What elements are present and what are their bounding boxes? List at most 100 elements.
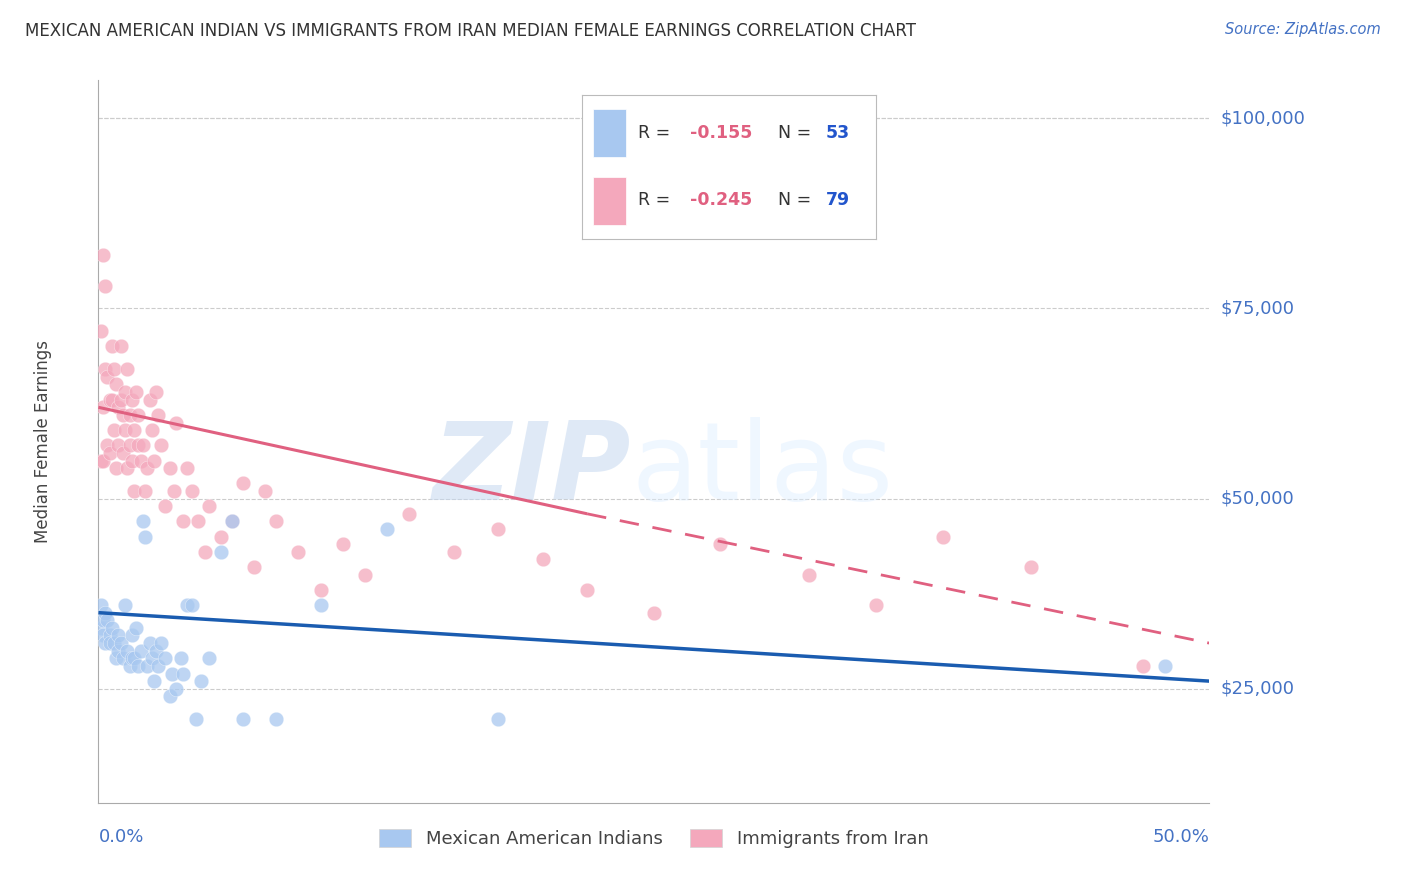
Point [198, 499, 221, 513]
Point [159, 461, 181, 475]
Point [148, 659, 170, 673]
Point [122, 423, 145, 437]
Point [91, 248, 114, 262]
Point [132, 515, 155, 529]
Point [149, 438, 172, 452]
Point [136, 461, 159, 475]
Point [143, 674, 166, 689]
Point [141, 423, 163, 437]
Point [143, 453, 166, 467]
Point [159, 690, 181, 704]
Point [122, 483, 145, 498]
Point [443, 545, 465, 559]
Text: 50.0%: 50.0% [1153, 828, 1209, 846]
Point [172, 515, 194, 529]
Point [121, 453, 143, 467]
Point [153, 651, 176, 665]
Point [172, 666, 194, 681]
Point [103, 423, 125, 437]
Text: atlas: atlas [631, 417, 894, 524]
Text: Source: ZipAtlas.com: Source: ZipAtlas.com [1225, 22, 1381, 37]
Point [209, 530, 232, 544]
Point [134, 530, 156, 544]
Point [107, 401, 129, 415]
Point [232, 712, 254, 726]
Point [169, 651, 191, 665]
Point [180, 598, 202, 612]
Point [375, 522, 398, 536]
Point [132, 438, 155, 452]
Point [111, 651, 134, 665]
Point [176, 598, 198, 612]
Point [160, 666, 183, 681]
Point [163, 483, 186, 498]
Text: ZIP: ZIP [433, 417, 631, 524]
Point [103, 636, 125, 650]
Point [799, 567, 821, 582]
Point [90, 453, 112, 467]
Point [90, 621, 112, 635]
Text: $25,000: $25,000 [1220, 680, 1295, 698]
Point [138, 392, 160, 407]
Text: MEXICAN AMERICAN INDIAN VS IMMIGRANTS FROM IRAN MEDIAN FEMALE EARNINGS CORRELATI: MEXICAN AMERICAN INDIAN VS IMMIGRANTS FR… [25, 22, 917, 40]
Point [90, 598, 112, 612]
Point [125, 385, 148, 400]
Point [165, 416, 187, 430]
Point [121, 392, 143, 407]
Point [176, 461, 198, 475]
Point [100, 621, 122, 635]
Point [117, 362, 139, 376]
Point [100, 339, 122, 353]
Point [125, 621, 148, 635]
Point [94, 636, 117, 650]
Point [96, 438, 118, 452]
Point [105, 461, 128, 475]
Point [194, 545, 217, 559]
Point [136, 659, 159, 673]
Point [114, 598, 136, 612]
Point [153, 499, 176, 513]
Point [931, 530, 953, 544]
Point [243, 560, 266, 574]
Point [253, 483, 276, 498]
Text: Median Female Earnings: Median Female Earnings [34, 340, 52, 543]
Point [486, 522, 509, 536]
Point [264, 515, 287, 529]
Point [198, 651, 221, 665]
Point [209, 545, 232, 559]
Point [232, 476, 254, 491]
Point [91, 613, 114, 627]
Point [110, 636, 132, 650]
Point [96, 613, 118, 627]
Point [121, 628, 143, 642]
Point [221, 515, 243, 529]
Point [309, 582, 332, 597]
Point [129, 453, 152, 467]
Point [186, 712, 208, 726]
Point [127, 408, 149, 422]
Point [110, 392, 132, 407]
Point [149, 636, 172, 650]
Point [264, 712, 287, 726]
Point [91, 628, 114, 642]
Point [107, 628, 129, 642]
Point [111, 408, 134, 422]
Text: 0.0%: 0.0% [98, 828, 143, 846]
Point [96, 370, 118, 384]
Point [1153, 659, 1175, 673]
Point [105, 651, 128, 665]
Text: $50,000: $50,000 [1220, 490, 1294, 508]
Point [117, 643, 139, 657]
Point [531, 552, 554, 566]
Point [91, 453, 114, 467]
Point [576, 582, 599, 597]
Point [103, 362, 125, 376]
Point [1021, 560, 1043, 574]
Point [114, 385, 136, 400]
Point [98, 628, 121, 642]
Point [180, 483, 202, 498]
Point [165, 681, 187, 696]
Point [98, 446, 121, 460]
Point [127, 438, 149, 452]
Point [398, 507, 420, 521]
